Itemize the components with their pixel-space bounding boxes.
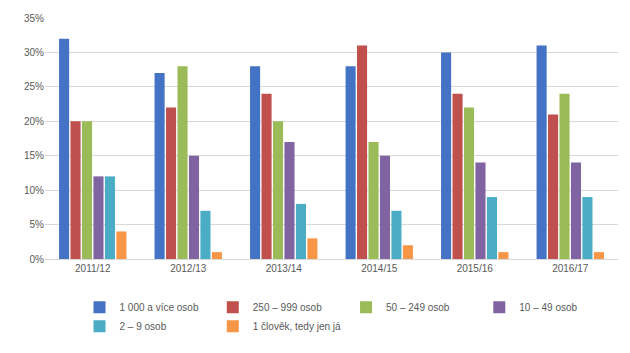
- svg-text:30%: 30%: [24, 47, 44, 58]
- svg-text:250 – 999 osob: 250 – 999 osob: [253, 302, 322, 313]
- svg-text:5%: 5%: [30, 219, 45, 230]
- svg-text:10 – 49 osob: 10 – 49 osob: [519, 302, 577, 313]
- svg-text:10%: 10%: [24, 185, 44, 196]
- svg-text:2012/13: 2012/13: [170, 263, 207, 274]
- svg-text:2016/17: 2016/17: [552, 263, 589, 274]
- svg-text:0%: 0%: [30, 254, 45, 265]
- svg-text:2014/15: 2014/15: [361, 263, 398, 274]
- svg-text:20%: 20%: [24, 116, 44, 127]
- svg-text:1 člověk, tedy jen já: 1 člověk, tedy jen já: [253, 321, 341, 332]
- svg-text:2013/14: 2013/14: [266, 263, 303, 274]
- svg-text:2011/12: 2011/12: [75, 263, 111, 274]
- svg-text:2015/16: 2015/16: [457, 263, 494, 274]
- svg-text:2 – 9 osob: 2 – 9 osob: [120, 321, 167, 332]
- svg-text:1 000 a více osob: 1 000 a více osob: [120, 302, 199, 313]
- svg-text:25%: 25%: [24, 81, 44, 92]
- svg-text:50 – 249 osob: 50 – 249 osob: [386, 302, 450, 313]
- svg-text:15%: 15%: [24, 150, 44, 161]
- svg-text:35%: 35%: [24, 13, 44, 24]
